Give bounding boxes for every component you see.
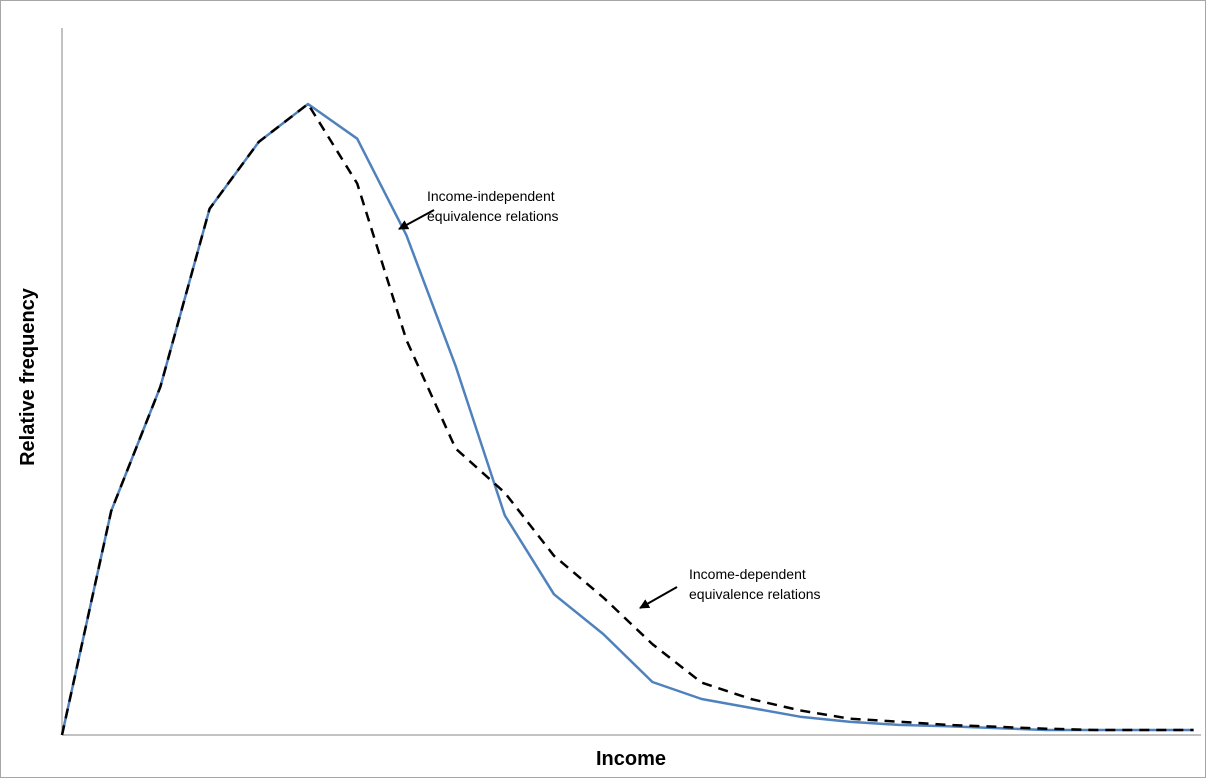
series-line-2	[60, 102, 1194, 736]
plot-area	[61, 28, 1201, 736]
y-axis-title: Relative frequency	[17, 287, 39, 466]
annotation-independent-line-2: equivalence relations	[427, 208, 559, 224]
x-axis-title: Income	[596, 748, 666, 770]
annotation-independent-line-1: Income-independent	[427, 188, 555, 204]
annotation-dependent-line-1: Income-dependent	[689, 566, 806, 582]
series-line-1	[60, 102, 1194, 736]
annotation-dependent: Income-dependent equivalence relations	[639, 566, 821, 609]
annotation-dependent-arrow	[639, 586, 678, 609]
annotation-dependent-line-2: equivalence relations	[689, 586, 821, 602]
annotation-independent: Income-independent equivalence relations	[398, 188, 559, 230]
series-layer	[60, 102, 1194, 736]
annotation-independent-arrow	[398, 209, 435, 230]
